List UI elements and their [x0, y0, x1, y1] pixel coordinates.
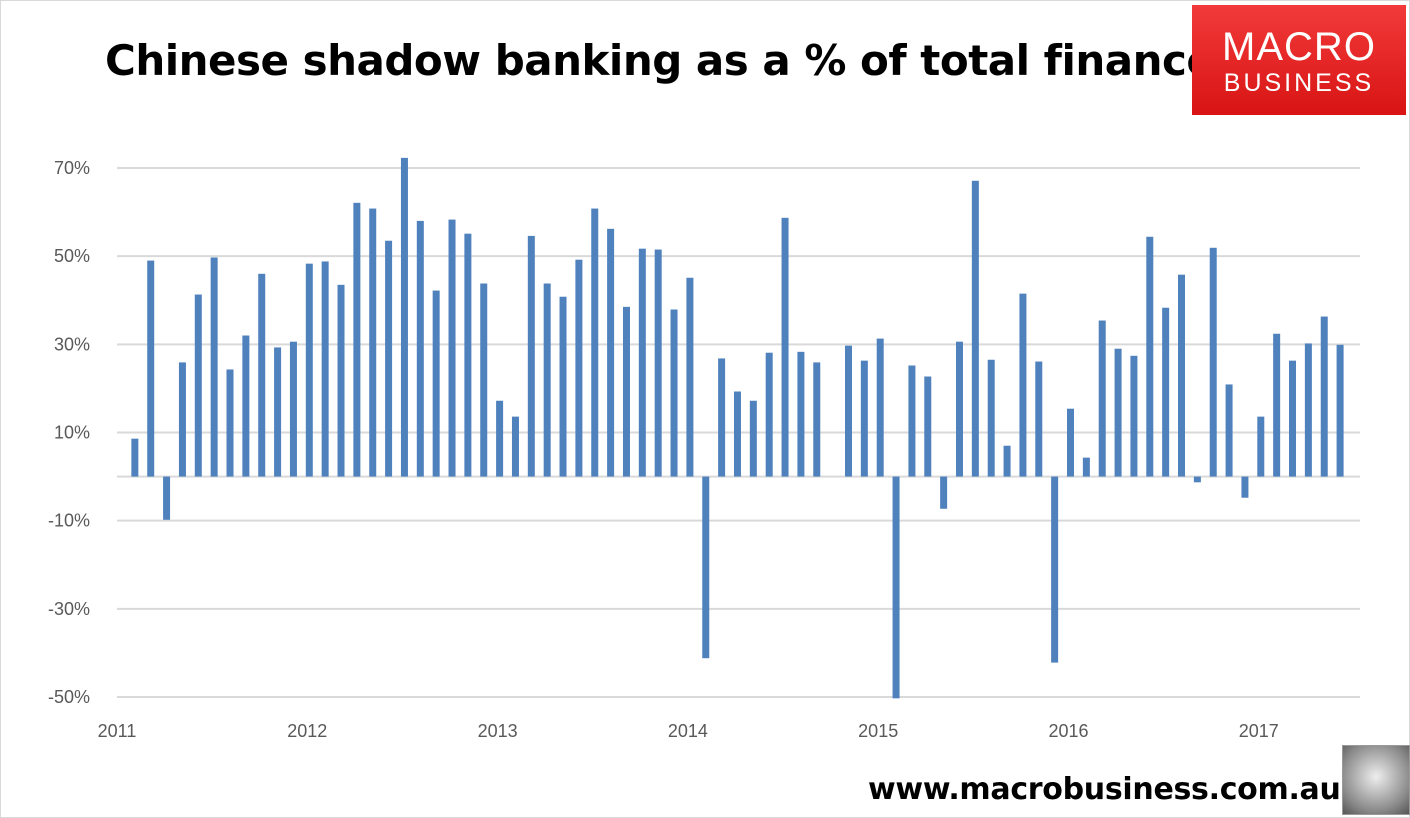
bar-2016-07	[1162, 307, 1170, 477]
bar-2015-12	[1051, 476, 1059, 663]
bar-2012-08	[416, 220, 424, 477]
chart-title: Chinese shadow banking as a % of total f…	[105, 36, 1215, 85]
bar-2015-08	[987, 359, 995, 477]
bar-2014-07	[781, 217, 789, 477]
bar-2014-01	[686, 277, 694, 477]
bar-2016-10	[1209, 247, 1217, 477]
bar-2012-06	[385, 240, 393, 477]
bar-2011-09	[242, 335, 250, 477]
bar-2013-03	[527, 235, 535, 477]
bar-2014-03	[718, 358, 726, 477]
bar-2016-03	[1098, 320, 1106, 477]
bar-2016-12	[1241, 476, 1249, 498]
bar-2011-04	[163, 476, 171, 520]
x-tick-label: 2015	[858, 721, 898, 741]
bar-2011-11	[274, 347, 282, 477]
bar-2011-12	[289, 341, 297, 477]
macrobusiness-logo: MACRO BUSINESS	[1192, 5, 1406, 115]
bar-2012-05	[369, 208, 377, 477]
bar-2016-08	[1178, 274, 1186, 477]
y-tick-label: -50%	[48, 687, 90, 707]
y-tick-label: -30%	[48, 599, 90, 619]
bar-2017-03	[1289, 360, 1297, 477]
website-url: www.macrobusiness.com.au	[868, 772, 1341, 807]
bar-2015-09	[1003, 445, 1011, 477]
bar-2016-06	[1146, 236, 1154, 477]
bar-2014-11	[844, 345, 852, 477]
bar-2011-02	[131, 438, 139, 477]
bar-2014-04	[733, 391, 741, 477]
bar-2016-11	[1225, 384, 1233, 477]
bar-2016-04	[1114, 348, 1122, 477]
bar-2015-01	[876, 338, 884, 477]
bar-2015-03	[908, 365, 916, 477]
bar-2014-12	[860, 360, 868, 477]
bar-2017-04	[1304, 343, 1312, 477]
bar-2015-06	[955, 341, 963, 477]
bar-2013-07	[591, 208, 599, 477]
bar-2016-02	[1082, 457, 1090, 477]
bar-2016-09	[1193, 476, 1201, 483]
bar-2014-02	[702, 476, 710, 659]
y-tick-label: 70%	[54, 158, 90, 178]
bar-2012-03	[337, 284, 345, 477]
bar-2012-04	[353, 202, 361, 477]
bar-2013-11	[654, 249, 662, 477]
y-tick-label: 10%	[54, 423, 90, 443]
logo-line2: BUSINESS	[1223, 69, 1375, 97]
bar-2014-09	[813, 362, 821, 477]
bar-2012-07	[400, 157, 408, 477]
bar-2011-10	[258, 273, 266, 477]
bar-2015-02	[892, 476, 900, 699]
x-tick-label: 2011	[98, 721, 137, 741]
x-tick-label: 2013	[478, 721, 518, 741]
logo-line1: MACRO	[1222, 25, 1376, 69]
bar-2014-06	[765, 352, 773, 477]
bar-2012-10	[448, 219, 456, 477]
bar-2015-04	[924, 376, 932, 477]
x-tick-label: 2016	[1048, 721, 1088, 741]
bar-2011-07	[210, 257, 218, 477]
bar-2017-01	[1257, 416, 1265, 477]
bar-2014-05	[749, 400, 757, 477]
x-tick-label: 2017	[1239, 721, 1279, 741]
bar-2011-08	[226, 369, 234, 477]
bar-2011-03	[147, 260, 155, 477]
y-tick-label: -10%	[48, 511, 90, 531]
bar-2017-02	[1273, 333, 1281, 477]
bar-2012-01	[305, 263, 313, 477]
bar-2013-05	[559, 296, 567, 477]
bar-2013-01	[496, 400, 504, 477]
bar-2012-11	[464, 233, 472, 477]
bar-2013-09	[622, 306, 630, 477]
bar-2013-12	[670, 309, 678, 477]
bar-2012-02	[321, 261, 329, 477]
bar-2012-12	[480, 283, 488, 477]
bar-2013-02	[511, 416, 519, 477]
bar-2013-10	[638, 248, 646, 477]
bar-2017-06	[1336, 344, 1344, 477]
bar-2014-08	[797, 351, 805, 477]
bar-2015-05	[940, 476, 948, 509]
bar-2016-01	[1067, 408, 1074, 477]
bar-2011-05	[178, 362, 186, 477]
x-tick-label: 2014	[668, 721, 708, 741]
bar-2017-05	[1320, 316, 1328, 477]
bar-2015-11	[1035, 361, 1043, 477]
bar-2016-05	[1130, 355, 1138, 477]
bar-2013-04	[543, 283, 551, 477]
fox-logo-icon	[1342, 745, 1410, 815]
bar-2012-09	[432, 290, 440, 477]
x-tick-label: 2012	[287, 721, 327, 741]
y-tick-label: 30%	[54, 334, 90, 354]
y-tick-label: 50%	[54, 246, 90, 266]
bar-2011-06	[194, 294, 202, 477]
bar-2013-08	[607, 228, 615, 477]
bar-2013-06	[575, 259, 583, 477]
bar-2015-07	[971, 180, 979, 477]
bar-2015-10	[1019, 293, 1027, 477]
